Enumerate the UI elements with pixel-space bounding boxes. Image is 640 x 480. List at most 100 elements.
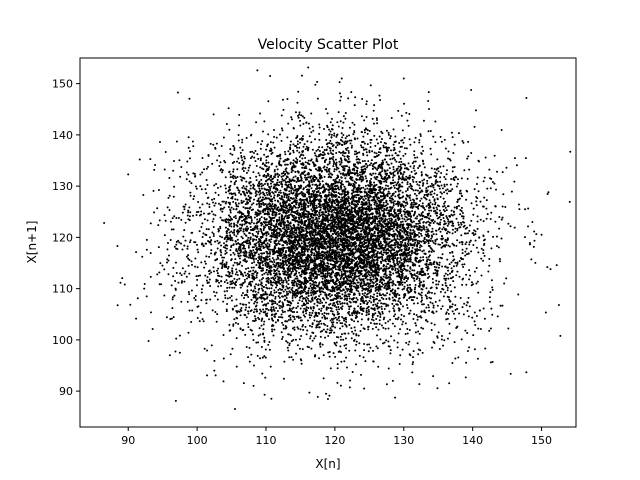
scatter-point — [261, 284, 264, 287]
scatter-point — [476, 280, 479, 283]
scatter-point — [376, 292, 379, 295]
scatter-point — [404, 332, 407, 335]
scatter-point — [301, 304, 304, 307]
scatter-point — [219, 254, 222, 257]
scatter-point — [493, 182, 496, 185]
scatter-point — [412, 361, 415, 364]
scatter-point — [359, 303, 362, 306]
scatter-point — [289, 267, 292, 270]
scatter-point — [366, 278, 369, 281]
scatter-point — [298, 299, 301, 302]
scatter-point — [330, 117, 333, 120]
scatter-point — [252, 384, 255, 387]
scatter-point — [189, 239, 192, 242]
scatter-point — [300, 334, 303, 337]
scatter-point — [275, 306, 278, 309]
scatter-point — [403, 315, 406, 318]
scatter-point — [292, 176, 295, 179]
scatter-point — [290, 202, 293, 205]
scatter-point — [335, 168, 338, 171]
scatter-point — [219, 225, 222, 228]
scatter-point — [212, 213, 215, 216]
scatter-point — [226, 234, 229, 237]
scatter-point — [285, 340, 288, 343]
scatter-point — [336, 303, 339, 306]
scatter-point — [388, 237, 391, 240]
scatter-point — [311, 125, 314, 128]
scatter-point — [296, 149, 299, 152]
scatter-point — [262, 229, 265, 232]
scatter-point — [225, 247, 228, 250]
scatter-point — [392, 299, 395, 302]
scatter-point — [286, 215, 289, 218]
scatter-point — [441, 228, 444, 231]
scatter-point — [502, 193, 505, 196]
scatter-point — [221, 171, 224, 174]
scatter-point — [402, 244, 405, 247]
scatter-point — [479, 328, 482, 331]
scatter-point — [446, 289, 449, 292]
scatter-point — [292, 151, 295, 154]
scatter-point — [477, 251, 480, 254]
scatter-point — [482, 307, 485, 310]
scatter-point — [283, 231, 286, 234]
scatter-point — [302, 217, 305, 220]
scatter-point — [249, 151, 252, 154]
scatter-point — [195, 187, 198, 190]
scatter-point — [280, 180, 283, 183]
scatter-point — [278, 181, 281, 184]
scatter-point — [414, 331, 417, 334]
scatter-point — [422, 249, 425, 252]
scatter-point — [302, 314, 305, 317]
scatter-point — [358, 151, 361, 154]
scatter-point — [344, 177, 347, 180]
scatter-point — [321, 316, 324, 319]
scatter-point — [255, 164, 258, 167]
scatter-point — [360, 115, 363, 118]
scatter-point — [369, 285, 372, 288]
scatter-point — [242, 382, 245, 385]
scatter-point — [276, 179, 279, 182]
scatter-point — [447, 157, 450, 160]
scatter-point — [452, 210, 455, 213]
scatter-point — [298, 151, 301, 154]
scatter-point — [341, 136, 344, 139]
scatter-point — [292, 358, 295, 361]
scatter-point — [403, 213, 406, 216]
scatter-point — [281, 257, 284, 260]
scatter-point — [436, 180, 439, 183]
scatter-point — [373, 191, 376, 194]
scatter-point — [468, 305, 471, 308]
scatter-point — [184, 270, 187, 273]
scatter-point — [434, 120, 437, 123]
scatter-point — [351, 184, 354, 187]
scatter-point — [482, 180, 485, 183]
scatter-point — [412, 198, 414, 201]
scatter-point — [229, 176, 232, 179]
scatter-point — [359, 279, 362, 282]
scatter-point — [432, 221, 435, 224]
scatter-point — [339, 210, 342, 213]
scatter-point — [411, 178, 414, 181]
scatter-point — [183, 244, 186, 247]
scatter-point — [488, 168, 491, 171]
scatter-point — [310, 112, 313, 115]
scatter-point — [303, 307, 306, 310]
scatter-point — [245, 303, 248, 306]
scatter-point — [337, 291, 340, 294]
scatter-point — [452, 255, 455, 258]
scatter-point — [313, 302, 316, 305]
scatter-point — [415, 324, 418, 327]
scatter-point — [406, 284, 409, 287]
scatter-point — [448, 263, 451, 266]
scatter-point — [230, 222, 233, 225]
scatter-point — [374, 144, 377, 147]
scatter-point — [190, 260, 193, 263]
chart-title: Velocity Scatter Plot — [258, 37, 399, 53]
scatter-point — [338, 92, 341, 95]
scatter-point — [365, 296, 368, 299]
scatter-point — [265, 148, 268, 151]
scatter-point — [381, 159, 384, 162]
scatter-point — [435, 266, 438, 269]
scatter-point — [524, 157, 527, 160]
